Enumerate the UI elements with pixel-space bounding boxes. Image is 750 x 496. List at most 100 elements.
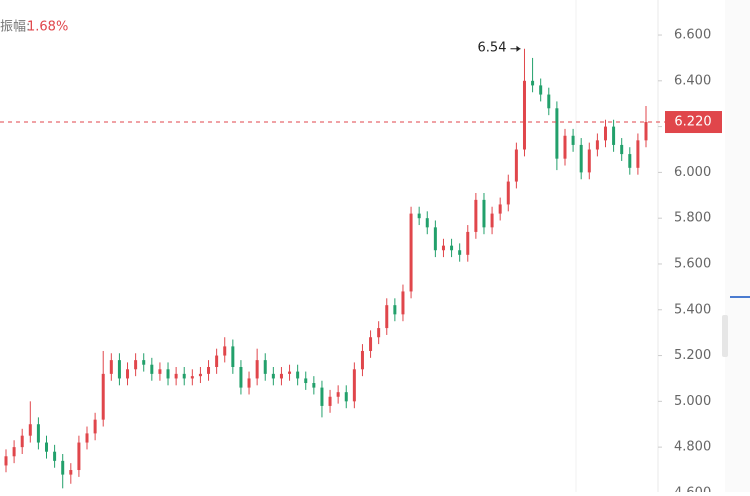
candle-body [377, 328, 381, 338]
candle-body [190, 376, 194, 379]
candle-body [223, 346, 227, 356]
candle-body [304, 378, 308, 384]
candle-body [555, 108, 559, 159]
max-annotation: 6.54 [478, 40, 507, 55]
candle-body [409, 213, 413, 292]
candle-body [482, 199, 486, 228]
candle-body [490, 213, 494, 228]
candle-body [328, 396, 332, 406]
candle-body [4, 456, 8, 466]
candle-body [93, 419, 97, 434]
candle-body [117, 360, 121, 379]
candle-body [134, 360, 138, 370]
candle-body [563, 135, 567, 159]
candle-body [198, 373, 202, 377]
y-tick-label: 4.600 [674, 485, 711, 492]
candle-body [514, 149, 518, 182]
candle-body [247, 378, 251, 388]
candle-body [417, 213, 421, 219]
candle-body [498, 204, 502, 214]
candle-body [207, 366, 211, 374]
candle-body [288, 371, 292, 374]
last-price-label: 6.220 [674, 115, 711, 130]
candle-body [336, 392, 340, 397]
candle-body [182, 373, 186, 379]
candle-body [579, 144, 583, 173]
candle-body [69, 470, 73, 475]
candle-body [296, 371, 300, 379]
candle-body [20, 435, 24, 448]
candle-body [628, 154, 632, 168]
candle-body [401, 291, 405, 315]
candle-body [458, 250, 462, 255]
y-tick-label: 5.800 [674, 211, 711, 226]
y-tick-label: 6.000 [674, 165, 711, 180]
candle-body [441, 245, 445, 251]
candle-body [61, 460, 65, 475]
candle-body [369, 337, 373, 351]
candle-body [150, 364, 154, 374]
candle-body [271, 373, 275, 379]
y-tick-label: 6.600 [674, 28, 711, 43]
candle-body [466, 231, 470, 255]
candle-body [450, 245, 454, 251]
candle-body [166, 369, 170, 379]
candle-body [215, 355, 219, 367]
candle-body [45, 442, 49, 452]
y-tick-label: 5.400 [674, 302, 711, 317]
candle-body [142, 360, 146, 365]
candle-body [547, 94, 551, 109]
candle-body [158, 369, 162, 374]
candle-body [263, 360, 267, 374]
candle-body [77, 442, 81, 471]
max-arrow-head [516, 45, 521, 52]
candle-body [385, 305, 389, 329]
candle-body [352, 369, 356, 402]
candle-body [360, 350, 364, 370]
side-panel [725, 0, 750, 492]
candle-body [531, 80, 535, 86]
y-tick-label: 4.800 [674, 440, 711, 455]
candle-body [433, 227, 437, 251]
amplitude-label: 振幅: [0, 20, 30, 35]
candle-body [636, 140, 640, 168]
candle-body [612, 126, 616, 145]
candle-body [344, 392, 348, 402]
candle-body [101, 373, 105, 420]
candle-body [239, 366, 243, 388]
candle-body [312, 383, 316, 388]
candle-body [231, 346, 235, 367]
candle-body [506, 181, 510, 205]
candle-body [620, 144, 624, 155]
y-tick-label: 5.000 [674, 394, 711, 409]
candle-body [109, 360, 113, 374]
candle-body [539, 85, 543, 95]
candle-body [587, 149, 591, 173]
y-tick-label: 5.200 [674, 348, 711, 363]
candle-body [255, 360, 259, 379]
candle-body [53, 451, 57, 461]
candle-body [595, 140, 599, 150]
candle-body [85, 433, 89, 443]
candle-body [279, 373, 283, 379]
amplitude-value: 1.68% [27, 20, 68, 35]
candle-body [28, 424, 32, 436]
y-tick-label: 5.600 [674, 256, 711, 271]
candle-body [425, 218, 429, 228]
candle-body [644, 122, 648, 141]
candle-body [393, 305, 397, 315]
candle-body [174, 373, 178, 379]
last-price-box [665, 111, 722, 134]
candle-body [320, 387, 324, 406]
candle-body [36, 424, 40, 443]
candle-body [522, 80, 526, 150]
candle-body [12, 447, 16, 457]
candle-body [126, 369, 130, 379]
candle-body [571, 135, 575, 145]
y-tick-label: 6.400 [674, 73, 711, 88]
panel-handle[interactable] [722, 315, 728, 357]
candle-body [474, 199, 478, 232]
candle-body [603, 126, 607, 141]
